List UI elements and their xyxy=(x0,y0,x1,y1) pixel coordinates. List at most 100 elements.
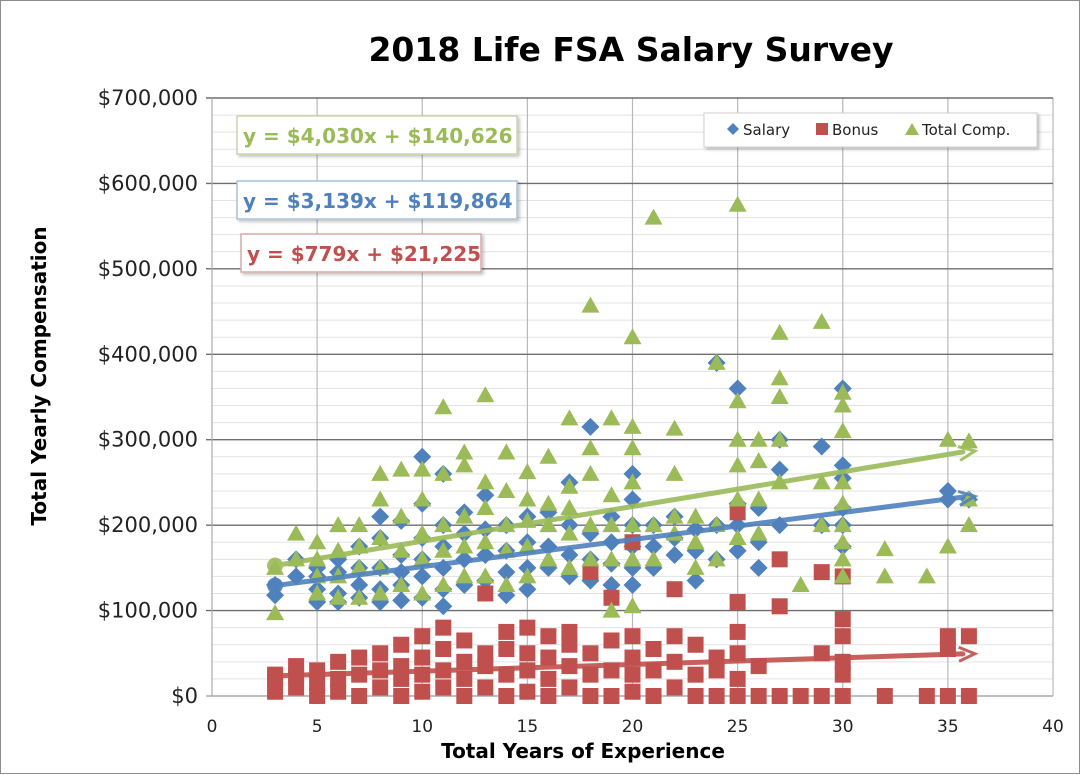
legend-item-salary: Salary xyxy=(727,121,790,139)
salary-point xyxy=(581,417,600,436)
total-comp-point xyxy=(959,432,978,449)
total-comp-point xyxy=(371,490,390,507)
equation-bonus-text: y = $779x + $21,225 xyxy=(247,242,481,266)
bonus-point xyxy=(624,666,641,683)
total-comp-point xyxy=(623,473,642,490)
bonus-point xyxy=(771,688,788,704)
salary-point xyxy=(371,507,390,526)
total-comp-point xyxy=(728,528,747,545)
total-comp-point xyxy=(749,452,768,469)
total-comp-point xyxy=(539,494,558,511)
total-comp-point xyxy=(812,473,831,490)
salary-point xyxy=(938,481,957,500)
total-comp-point xyxy=(812,516,831,533)
total-comp-point xyxy=(308,533,327,550)
total-comp-point xyxy=(434,516,453,533)
bonus-point xyxy=(729,504,746,521)
bonus-point xyxy=(582,645,599,662)
total-comp-point xyxy=(791,575,810,592)
total-comp-point xyxy=(581,296,600,313)
x-tick-label: 20 xyxy=(622,717,644,737)
legend-item-bonus: Bonus xyxy=(816,121,878,139)
y-tick-label: $100,000 xyxy=(98,599,198,623)
y-tick-label: $300,000 xyxy=(98,428,198,452)
bonus-point xyxy=(729,670,746,687)
equation-salary-text: y = $3,139x + $119,864 xyxy=(243,189,513,213)
total-comp-point xyxy=(770,430,789,447)
bonus-point xyxy=(834,628,851,645)
total-comp-point xyxy=(728,195,747,212)
trendline-salary xyxy=(267,489,979,594)
salary-point xyxy=(812,437,831,456)
total-comp-point xyxy=(497,575,516,592)
y-axis-title: Total Yearly Compensation xyxy=(27,226,51,525)
bonus-point xyxy=(729,594,746,611)
bonus-point xyxy=(687,688,704,704)
total-comp-point xyxy=(560,524,579,541)
bonus-point xyxy=(477,645,494,662)
total-comp-point xyxy=(434,464,453,481)
total-comp-point xyxy=(602,550,621,567)
x-tick-label: 25 xyxy=(727,717,749,737)
total-comp-point xyxy=(833,550,852,567)
total-comp-point xyxy=(644,208,663,225)
bonus-point xyxy=(288,679,305,696)
salary-point xyxy=(602,575,621,594)
total-comp-point xyxy=(497,443,516,460)
total-comp-point xyxy=(665,464,684,481)
total-comp-point xyxy=(455,456,474,473)
total-comp-point xyxy=(833,396,852,413)
bonus-point xyxy=(645,688,662,704)
total-comp-point xyxy=(686,558,705,575)
salary-point xyxy=(518,580,537,599)
bonus-point xyxy=(498,641,515,658)
total-comp-point xyxy=(392,575,411,592)
arrow-head-icon xyxy=(957,489,979,507)
total-comp-point xyxy=(518,490,537,507)
bonus-point xyxy=(519,619,536,636)
x-tick-label: 5 xyxy=(312,717,323,737)
trendline-path xyxy=(272,651,966,679)
total-comp-point xyxy=(476,473,495,490)
bonus-point xyxy=(834,666,851,683)
total-comp-point xyxy=(623,439,642,456)
total-comp-point xyxy=(350,558,369,575)
bonus-point xyxy=(582,666,599,683)
total-comp-point xyxy=(476,499,495,516)
legend-label-total: Total Comp. xyxy=(921,121,1010,139)
total-comp-point xyxy=(644,550,663,567)
trendline-total-comp xyxy=(267,445,979,574)
total-comp-point xyxy=(707,353,726,370)
total-comp-point xyxy=(560,409,579,426)
arrow-head-icon xyxy=(957,445,979,462)
total-comp-point xyxy=(644,516,663,533)
bonus-point xyxy=(666,581,683,598)
trendline-start-dot xyxy=(267,557,284,574)
bonus-point xyxy=(750,688,767,704)
bonus-point xyxy=(561,623,578,640)
x-tick-label: 40 xyxy=(1042,717,1064,737)
x-axis-ticks: 0 5 10 15 20 25 30 35 40 xyxy=(207,717,1064,737)
square-icon xyxy=(816,123,828,135)
total-comp-point xyxy=(413,460,432,477)
total-comp-point xyxy=(413,490,432,507)
total-comp-point xyxy=(665,507,684,524)
total-comp-point xyxy=(602,486,621,503)
total-comp-point xyxy=(287,524,306,541)
bonus-point xyxy=(708,688,725,704)
salary-point xyxy=(434,597,453,616)
bonus-point xyxy=(582,564,599,581)
total-comp-point xyxy=(455,443,474,460)
total-comp-point xyxy=(833,383,852,400)
bonus-point xyxy=(456,670,473,687)
bonus-point xyxy=(309,675,326,692)
trendline-equation-salary: y = $3,139x + $119,864 xyxy=(236,180,518,220)
legend-item-total: Total Comp. xyxy=(905,121,1010,139)
total-comp-point xyxy=(602,409,621,426)
total-comp-point xyxy=(539,516,558,533)
total-comp-point xyxy=(371,528,390,545)
bonus-point xyxy=(729,623,746,640)
total-comp-point xyxy=(392,541,411,558)
total-comp-point xyxy=(833,533,852,550)
